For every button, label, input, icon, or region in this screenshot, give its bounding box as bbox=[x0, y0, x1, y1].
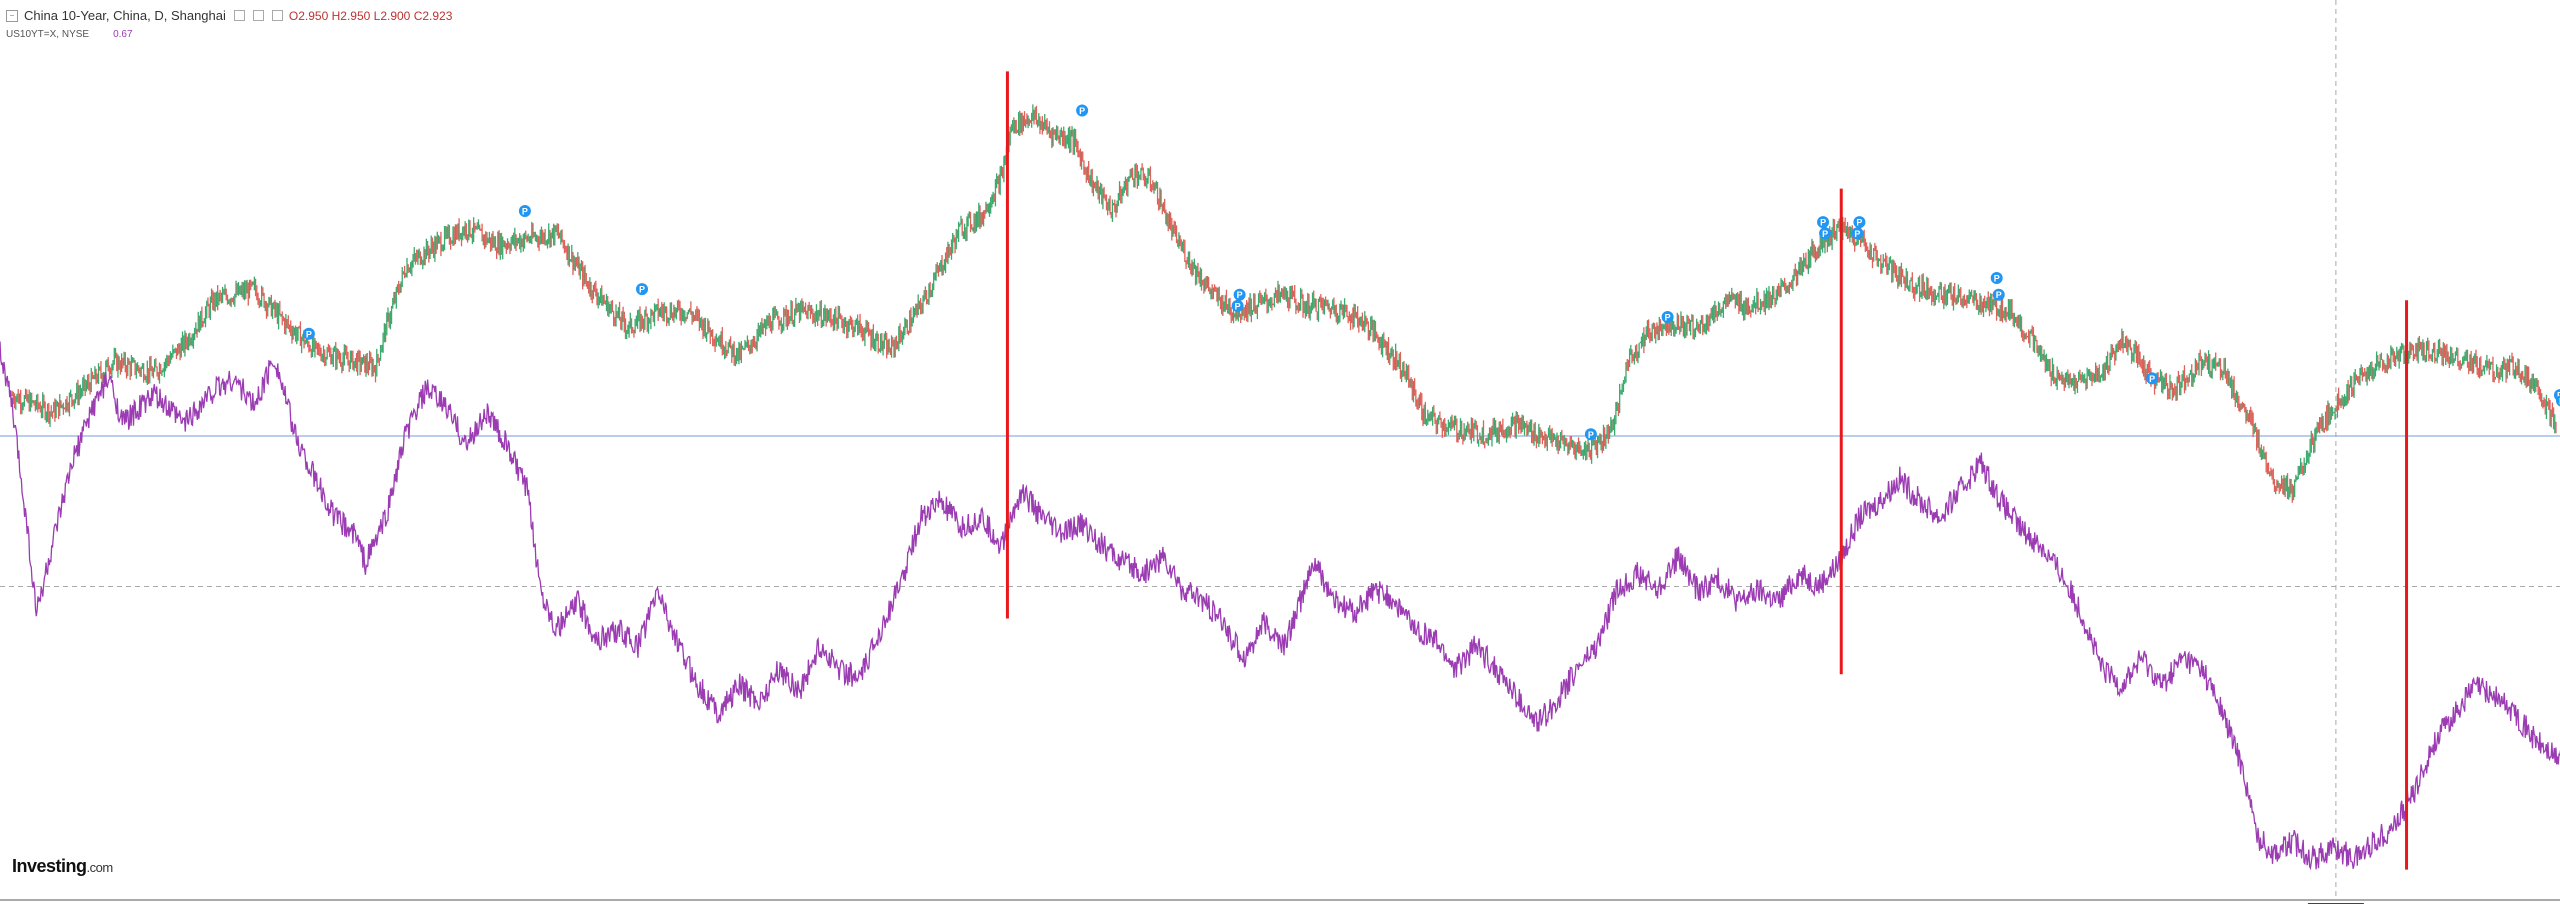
event-badge-label: P bbox=[1588, 430, 1594, 440]
event-badge-label: P bbox=[2559, 396, 2560, 406]
event-badge-label: P bbox=[639, 285, 645, 295]
event-badge-label: P bbox=[1854, 229, 1860, 239]
event-badge-label: P bbox=[2149, 374, 2155, 384]
settings-icon[interactable] bbox=[252, 10, 264, 21]
close-icon[interactable] bbox=[271, 10, 283, 21]
event-badge-label: P bbox=[522, 206, 528, 216]
ohlc-open: O2.950 bbox=[288, 8, 329, 23]
event-badge-label: P bbox=[1237, 290, 1243, 300]
event-badge-label: P bbox=[1665, 313, 1671, 323]
event-badge[interactable] bbox=[1233, 288, 1246, 301]
chart-title: China 10-Year, China, D, Shanghai bbox=[24, 8, 226, 23]
event-badge-label: P bbox=[2557, 391, 2560, 401]
event-badge[interactable] bbox=[1584, 428, 1597, 441]
event-badge-label: P bbox=[1996, 290, 2002, 300]
event-badge-label: P bbox=[1820, 218, 1826, 228]
event-badge[interactable] bbox=[518, 204, 531, 217]
event-badge-label: P bbox=[1856, 218, 1862, 228]
event-badge[interactable] bbox=[2146, 372, 2159, 385]
event-badge-label: P bbox=[1235, 301, 1241, 311]
logo-suffix: .com bbox=[86, 860, 114, 875]
event-badge[interactable] bbox=[1819, 227, 1832, 240]
event-badge[interactable] bbox=[1231, 299, 1244, 312]
event-badge[interactable] bbox=[2556, 395, 2560, 407]
ohlc-low: L2.900 bbox=[373, 8, 411, 23]
event-badge[interactable] bbox=[636, 283, 649, 296]
event-badge[interactable] bbox=[1076, 104, 1089, 117]
event-badge[interactable] bbox=[1661, 311, 1674, 324]
overlay-legend: US10YT=X, NYSE 0.67 bbox=[6, 29, 133, 40]
ohlc-values: O2.950 H2.950 L2.900 C2.923 bbox=[289, 9, 453, 23]
series-line-us10yt bbox=[0, 341, 2560, 871]
overlay-symbol: US10YT=X, NYSE bbox=[6, 29, 90, 40]
event-badge-label: P bbox=[1079, 106, 1085, 116]
event-badge-label: P bbox=[1822, 229, 1828, 239]
overlay-value: 0.67 bbox=[113, 29, 133, 40]
event-badge[interactable] bbox=[1817, 216, 1830, 229]
logo-main: Investing bbox=[12, 856, 87, 876]
ohlc-close: C2.923 bbox=[413, 8, 453, 23]
event-badge[interactable] bbox=[1992, 288, 2005, 301]
ohlc-high: H2.950 bbox=[331, 8, 371, 23]
event-badge[interactable] bbox=[302, 327, 315, 340]
investing-logo: Investing.com bbox=[12, 856, 113, 877]
chart-header: − China 10-Year, China, D, Shanghai O2.9… bbox=[6, 8, 452, 23]
event-badge-label: P bbox=[306, 329, 312, 339]
event-badge-label: P bbox=[1994, 273, 2000, 283]
event-badge[interactable] bbox=[1990, 271, 2003, 284]
collapse-icon[interactable]: − bbox=[6, 9, 18, 22]
event-badge[interactable] bbox=[1853, 216, 1866, 229]
event-badge[interactable] bbox=[1851, 227, 1864, 240]
eye-icon[interactable] bbox=[233, 10, 245, 21]
